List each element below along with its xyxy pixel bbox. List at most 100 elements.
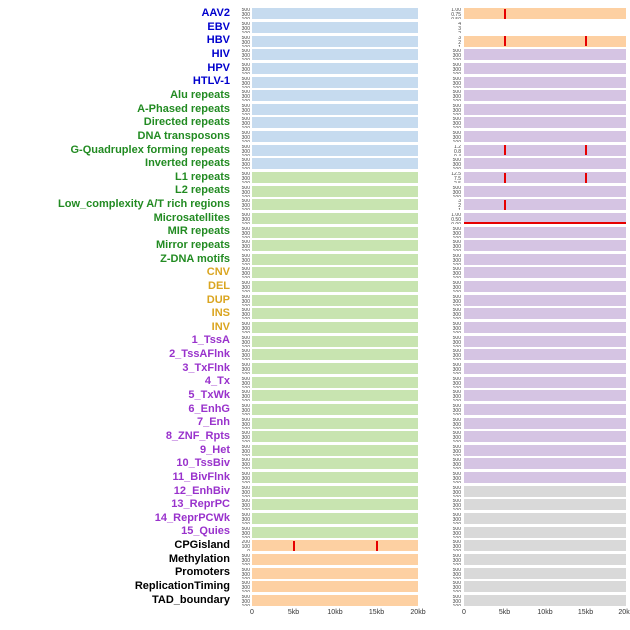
axis-tick-label: 500 [241,472,250,478]
axis-tick-label: 500 [241,158,250,164]
axis-tick-label: 300 [241,176,250,182]
axis-tick-label: 500 [452,158,461,164]
axis-tick-label: 100 [453,604,461,606]
track-label: 8_ZNF_Rpts [165,429,230,442]
right-track-panel [464,417,626,429]
axis-tick-label: 300 [452,394,461,401]
axis-tick-label: 500 [452,431,461,437]
left-axis-ticks: 500300100 [236,8,252,19]
axis-tick-label: 100 [453,509,461,511]
axis-tick-label: 2.5 [454,182,461,184]
left-axis-ticks: 500300100 [236,363,252,374]
left-track-panel [252,349,418,361]
left-track-panel [252,172,418,183]
track-label: HPV [207,61,230,74]
axis-tick-label: 100 [242,127,250,129]
right-axis-ticks: 500300100 [418,540,464,551]
axis-tick-label: 500 [241,322,250,328]
axis-tick-label: 300 [452,462,461,469]
left-axis-ticks: 500300100 [236,295,252,306]
left-axis-ticks: 500300100 [236,131,252,142]
axis-tick-label: 100 [453,59,461,61]
left-axis-ticks: 500300100 [236,267,252,278]
track-label: 9_Het [200,443,230,456]
track-label: Low_complexity A/T rich regions [58,198,230,211]
axis-tick-label: 300 [241,571,250,578]
axis-tick-label: 300 [241,271,250,278]
axis-tick-label: 100 [453,563,461,565]
right-axis-ticks: 500300100 [418,527,464,538]
axis-tick-label: 100 [242,523,250,525]
axis-tick-label: 100 [242,495,250,497]
axis-tick-label: 100 [453,236,461,238]
right-track-panel [464,308,626,320]
axis-tick-label: 100 [242,222,250,224]
left-track-panel [252,390,418,402]
track-row: 10_TssBiv500300100500300100 [0,457,630,471]
track-label: 10_TssBiv [176,457,230,470]
axis-tick-label: 100 [242,563,250,565]
axis-tick-label: 500 [452,553,461,559]
right-axis-ticks: 4321 [418,22,464,33]
axis-tick-label: 500 [452,308,461,314]
axis-tick-label: 100 [242,604,250,606]
axis-tick-label: 500 [452,458,461,464]
axis-tick-label: 300 [452,435,461,442]
axis-tick-label: 100 [453,113,461,115]
track-row: 3_TxFlnk500300100500300100 [0,362,630,376]
left-axis-ticks: 500300100 [236,445,252,456]
axis-tick-label: 100 [453,168,461,170]
right-track-panel [464,431,626,443]
track-row: 13_ReprPC500300100500300100 [0,498,630,512]
left-track-panel [252,76,418,88]
right-track-panel [464,472,626,484]
axis-tick-label: 500 [241,376,250,382]
axis-tick-label: 300 [241,394,250,401]
axis-tick-label: 100 [453,127,461,129]
left-axis-ticks: 500300100 [236,36,252,47]
axis-tick-label: 100 [453,291,461,293]
track-label: TAD_boundary [151,593,230,606]
axis-tick-label: 0.50 [451,216,461,223]
axis-tick-label: 500 [241,431,250,437]
axis-tick-label: 500 [241,226,250,232]
left-axis-ticks: 500300100 [236,199,252,210]
axis-tick-label: 300 [452,489,461,496]
left-track-panel [252,199,418,211]
left-track-panel [252,103,418,115]
axis-tick-label: 500 [241,212,250,218]
left-axis-ticks: 500300100 [236,186,252,197]
right-axis-ticks: 500300100 [418,63,464,74]
signal-spike [503,172,506,183]
axis-tick-label: 500 [452,485,461,491]
axis-tick-label: 100 [242,250,250,252]
axis-tick-label: 500 [241,499,250,505]
track-row: Methylation500300100500300100 [0,553,630,567]
x-axis-tick-label: 15kb [577,609,594,617]
right-track-panel [464,21,626,33]
axis-tick-label: 1.00 [451,8,461,14]
track-label: DUP [206,293,230,306]
x-axis-left: 0 5kb 10kb 15kb 20kb [250,607,426,623]
left-track-panel [252,308,418,320]
axis-tick-label: 300 [241,25,250,32]
axis-tick-label: 500 [241,362,250,368]
left-axis-ticks: 500300100 [236,104,252,115]
axis-tick-label: 300 [452,421,461,428]
axis-tick-label: 500 [452,349,461,355]
axis-tick-label: 100 [453,386,461,388]
axis-tick-label: 100 [242,454,250,456]
axis-tick-label: 500 [452,594,461,600]
axis-tick-label: 500 [452,362,461,368]
axis-tick-label: 300 [241,135,250,142]
left-track-panel [252,62,418,74]
left-track-panel [252,131,418,143]
left-axis-ticks: 500300100 [236,527,252,538]
left-track-panel [252,431,418,443]
track-row: AAV2 500300100 1.000.750.500.25 [0,7,630,21]
axis-tick-label: 100 [242,59,250,61]
axis-tick-label: 100 [241,544,250,551]
axis-tick-label: 1.00 [451,212,461,218]
axis-tick-label: 300 [452,339,461,346]
axis-tick-label: 300 [241,230,250,237]
